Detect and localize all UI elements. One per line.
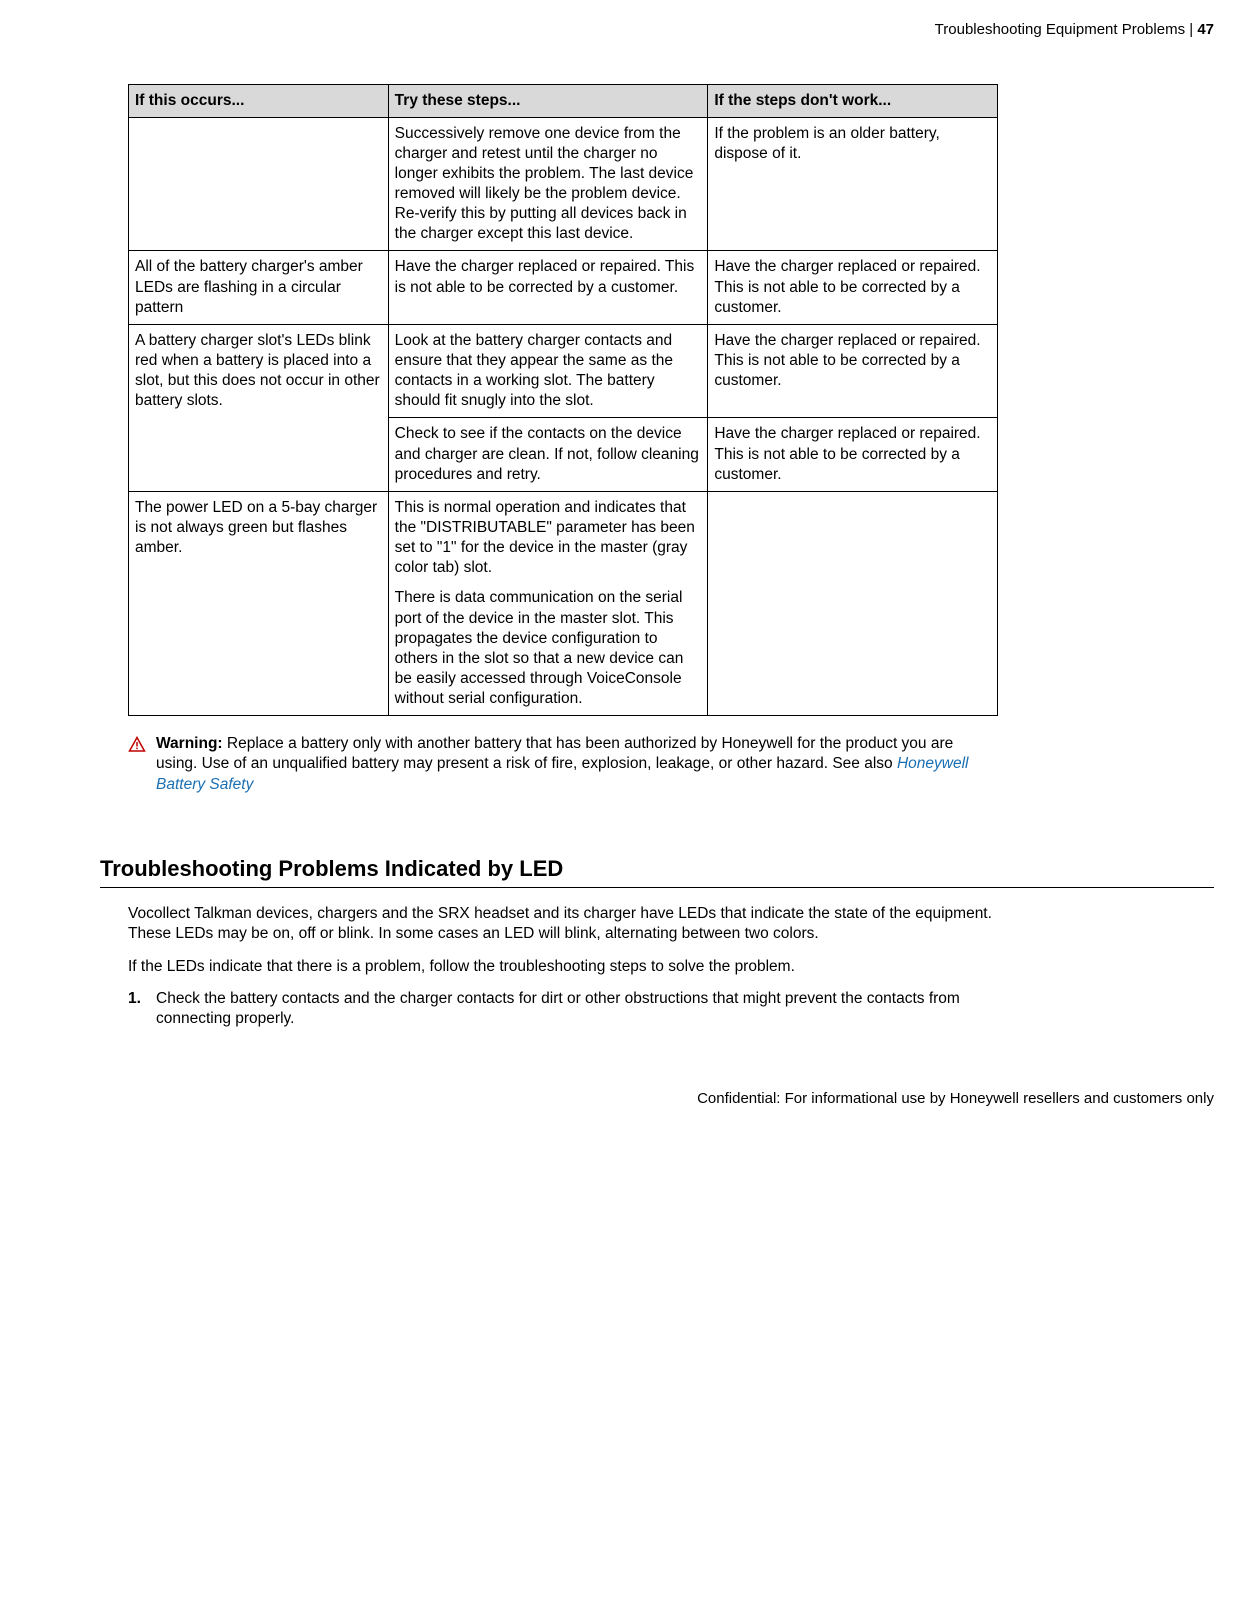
table-header: If the steps don't work... [708, 84, 998, 117]
warning-text: Warning: Replace a battery only with ano… [156, 734, 998, 794]
cell-fallback: If the problem is an older battery, disp… [708, 117, 998, 251]
cell-fallback: Have the charger replaced or repaired. T… [708, 324, 998, 418]
section-rule [100, 887, 1214, 888]
cell-steps: Look at the battery charger contacts and… [388, 324, 708, 418]
table-row: The power LED on a 5-bay charger is not … [129, 491, 998, 715]
page-header: Troubleshooting Equipment Problems | 47 [40, 20, 1214, 44]
body-paragraph: Vocollect Talkman devices, chargers and … [128, 904, 998, 944]
body-paragraph: If the LEDs indicate that there is a pro… [128, 957, 998, 977]
cell-fallback [708, 491, 998, 715]
warning-body: Replace a battery only with another batt… [156, 735, 953, 772]
header-page-number: 47 [1197, 21, 1214, 38]
warning-block: Warning: Replace a battery only with ano… [128, 734, 998, 794]
cell-step-para: This is normal operation and indicates t… [395, 498, 702, 579]
page-footer: Confidential: For informational use by H… [40, 1089, 1214, 1109]
cell-fallback: Have the charger replaced or repaired. T… [708, 418, 998, 491]
cell-steps: Successively remove one device from the … [388, 117, 708, 251]
cell-occurs: The power LED on a 5-bay charger is not … [129, 491, 389, 715]
table-row: A battery charger slot's LEDs blink red … [129, 324, 998, 418]
cell-fallback: Have the charger replaced or repaired. T… [708, 251, 998, 324]
cell-occurs: All of the battery charger's amber LEDs … [129, 251, 389, 324]
table-header: If this occurs... [129, 84, 389, 117]
table-header: Try these steps... [388, 84, 708, 117]
cell-occurs: A battery charger slot's LEDs blink red … [129, 324, 389, 491]
troubleshooting-table: If this occurs... Try these steps... If … [128, 84, 998, 717]
cell-steps: This is normal operation and indicates t… [388, 491, 708, 715]
header-separator: | [1185, 21, 1197, 38]
step-item: Check the battery contacts and the charg… [128, 989, 998, 1029]
warning-icon [128, 734, 148, 794]
cell-steps: Check to see if the contacts on the devi… [388, 418, 708, 491]
header-section-title: Troubleshooting Equipment Problems [935, 21, 1185, 38]
section-heading: Troubleshooting Problems Indicated by LE… [100, 855, 1214, 884]
steps-list: Check the battery contacts and the charg… [128, 989, 998, 1029]
table-row: All of the battery charger's amber LEDs … [129, 251, 998, 324]
cell-step-para: There is data communication on the seria… [395, 588, 702, 709]
cell-steps: Have the charger replaced or repaired. T… [388, 251, 708, 324]
table-row: Successively remove one device from the … [129, 117, 998, 251]
warning-label: Warning: [156, 735, 223, 752]
step-text: Check the battery contacts and the charg… [156, 989, 998, 1029]
cell-occurs [129, 117, 389, 251]
table-header-row: If this occurs... Try these steps... If … [129, 84, 998, 117]
